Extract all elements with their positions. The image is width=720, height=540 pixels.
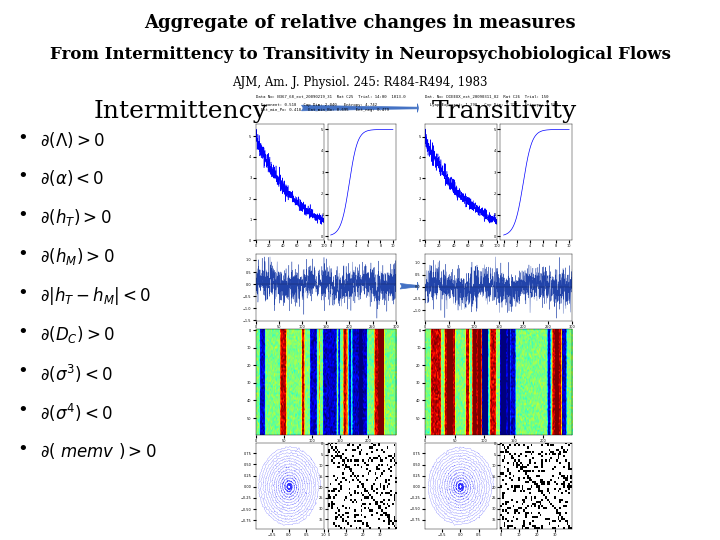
Text: •: • bbox=[18, 207, 28, 225]
Text: $\partial(\alpha) < 0$: $\partial(\alpha) < 0$ bbox=[40, 168, 104, 188]
Text: $\partial(\Lambda) > 0$: $\partial(\Lambda) > 0$ bbox=[40, 130, 104, 150]
Text: Intermittency: Intermittency bbox=[94, 100, 267, 123]
Text: •: • bbox=[18, 130, 28, 147]
Text: $\partial(D_C) > 0$: $\partial(D_C) > 0$ bbox=[40, 324, 114, 345]
Text: •: • bbox=[18, 168, 28, 186]
Text: •: • bbox=[18, 324, 28, 342]
Text: From Intermittency to Transitivity in Neuropsychobiological Flows: From Intermittency to Transitivity in Ne… bbox=[50, 46, 670, 63]
Text: Exponent: 0.518   Cap Dim: 2.040   Entropy: 4.742: Exponent: 0.518 Cap Dim: 2.040 Entropy: … bbox=[256, 103, 377, 106]
Text: $\partial(\sigma^3) < 0$: $\partial(\sigma^3) < 0$ bbox=[40, 363, 112, 385]
Text: •: • bbox=[18, 285, 28, 303]
Text: $\partial(h_M) > 0$: $\partial(h_M) > 0$ bbox=[40, 246, 114, 267]
Text: $\partial|h_T - h_M| < 0$: $\partial|h_T - h_M| < 0$ bbox=[40, 285, 151, 307]
Text: $\partial(\sigma^4) < 0$: $\partial(\sigma^4) < 0$ bbox=[40, 402, 112, 424]
Text: •: • bbox=[18, 402, 28, 420]
Text: •: • bbox=[18, 246, 28, 264]
Text: Ent_min_Po: 0.418   Ent_min_Bo: 0.695   Ent_neg: 0.479: Ent_min_Po: 0.418 Ent_min_Bo: 0.695 Ent_… bbox=[256, 108, 389, 112]
Text: AJM, Am. J. Physiol. 245: R484-R494, 1983: AJM, Am. J. Physiol. 245: R484-R494, 198… bbox=[233, 76, 487, 89]
Text: Transitivity: Transitivity bbox=[432, 100, 577, 123]
Text: •: • bbox=[18, 363, 28, 381]
Text: Dat. No: DIEEUX_ext_20090311_82  Rat C26  Trial: 150: Dat. No: DIEEUX_ext_20090311_82 Rat C26 … bbox=[425, 94, 549, 98]
Text: Aggregate of relative changes in measures: Aggregate of relative changes in measure… bbox=[144, 14, 576, 31]
Text: •: • bbox=[18, 441, 28, 458]
Text: $\partial($ $\it{memv}$ $) > 0$: $\partial($ $\it{memv}$ $) > 0$ bbox=[40, 441, 156, 461]
Text: $\partial(h_T) > 0$: $\partial(h_T) > 0$ bbox=[40, 207, 111, 228]
Text: Lyap Exponent: 1.290   Cap Dim: 2.221   Entropy: 3.589: Lyap Exponent: 1.290 Cap Dim: 2.221 Entr… bbox=[425, 103, 558, 106]
Text: Data No: N367_68_ext_20090219_31  Rat C25  Trial: 14:00  1013.0: Data No: N367_68_ext_20090219_31 Rat C25… bbox=[256, 94, 405, 98]
